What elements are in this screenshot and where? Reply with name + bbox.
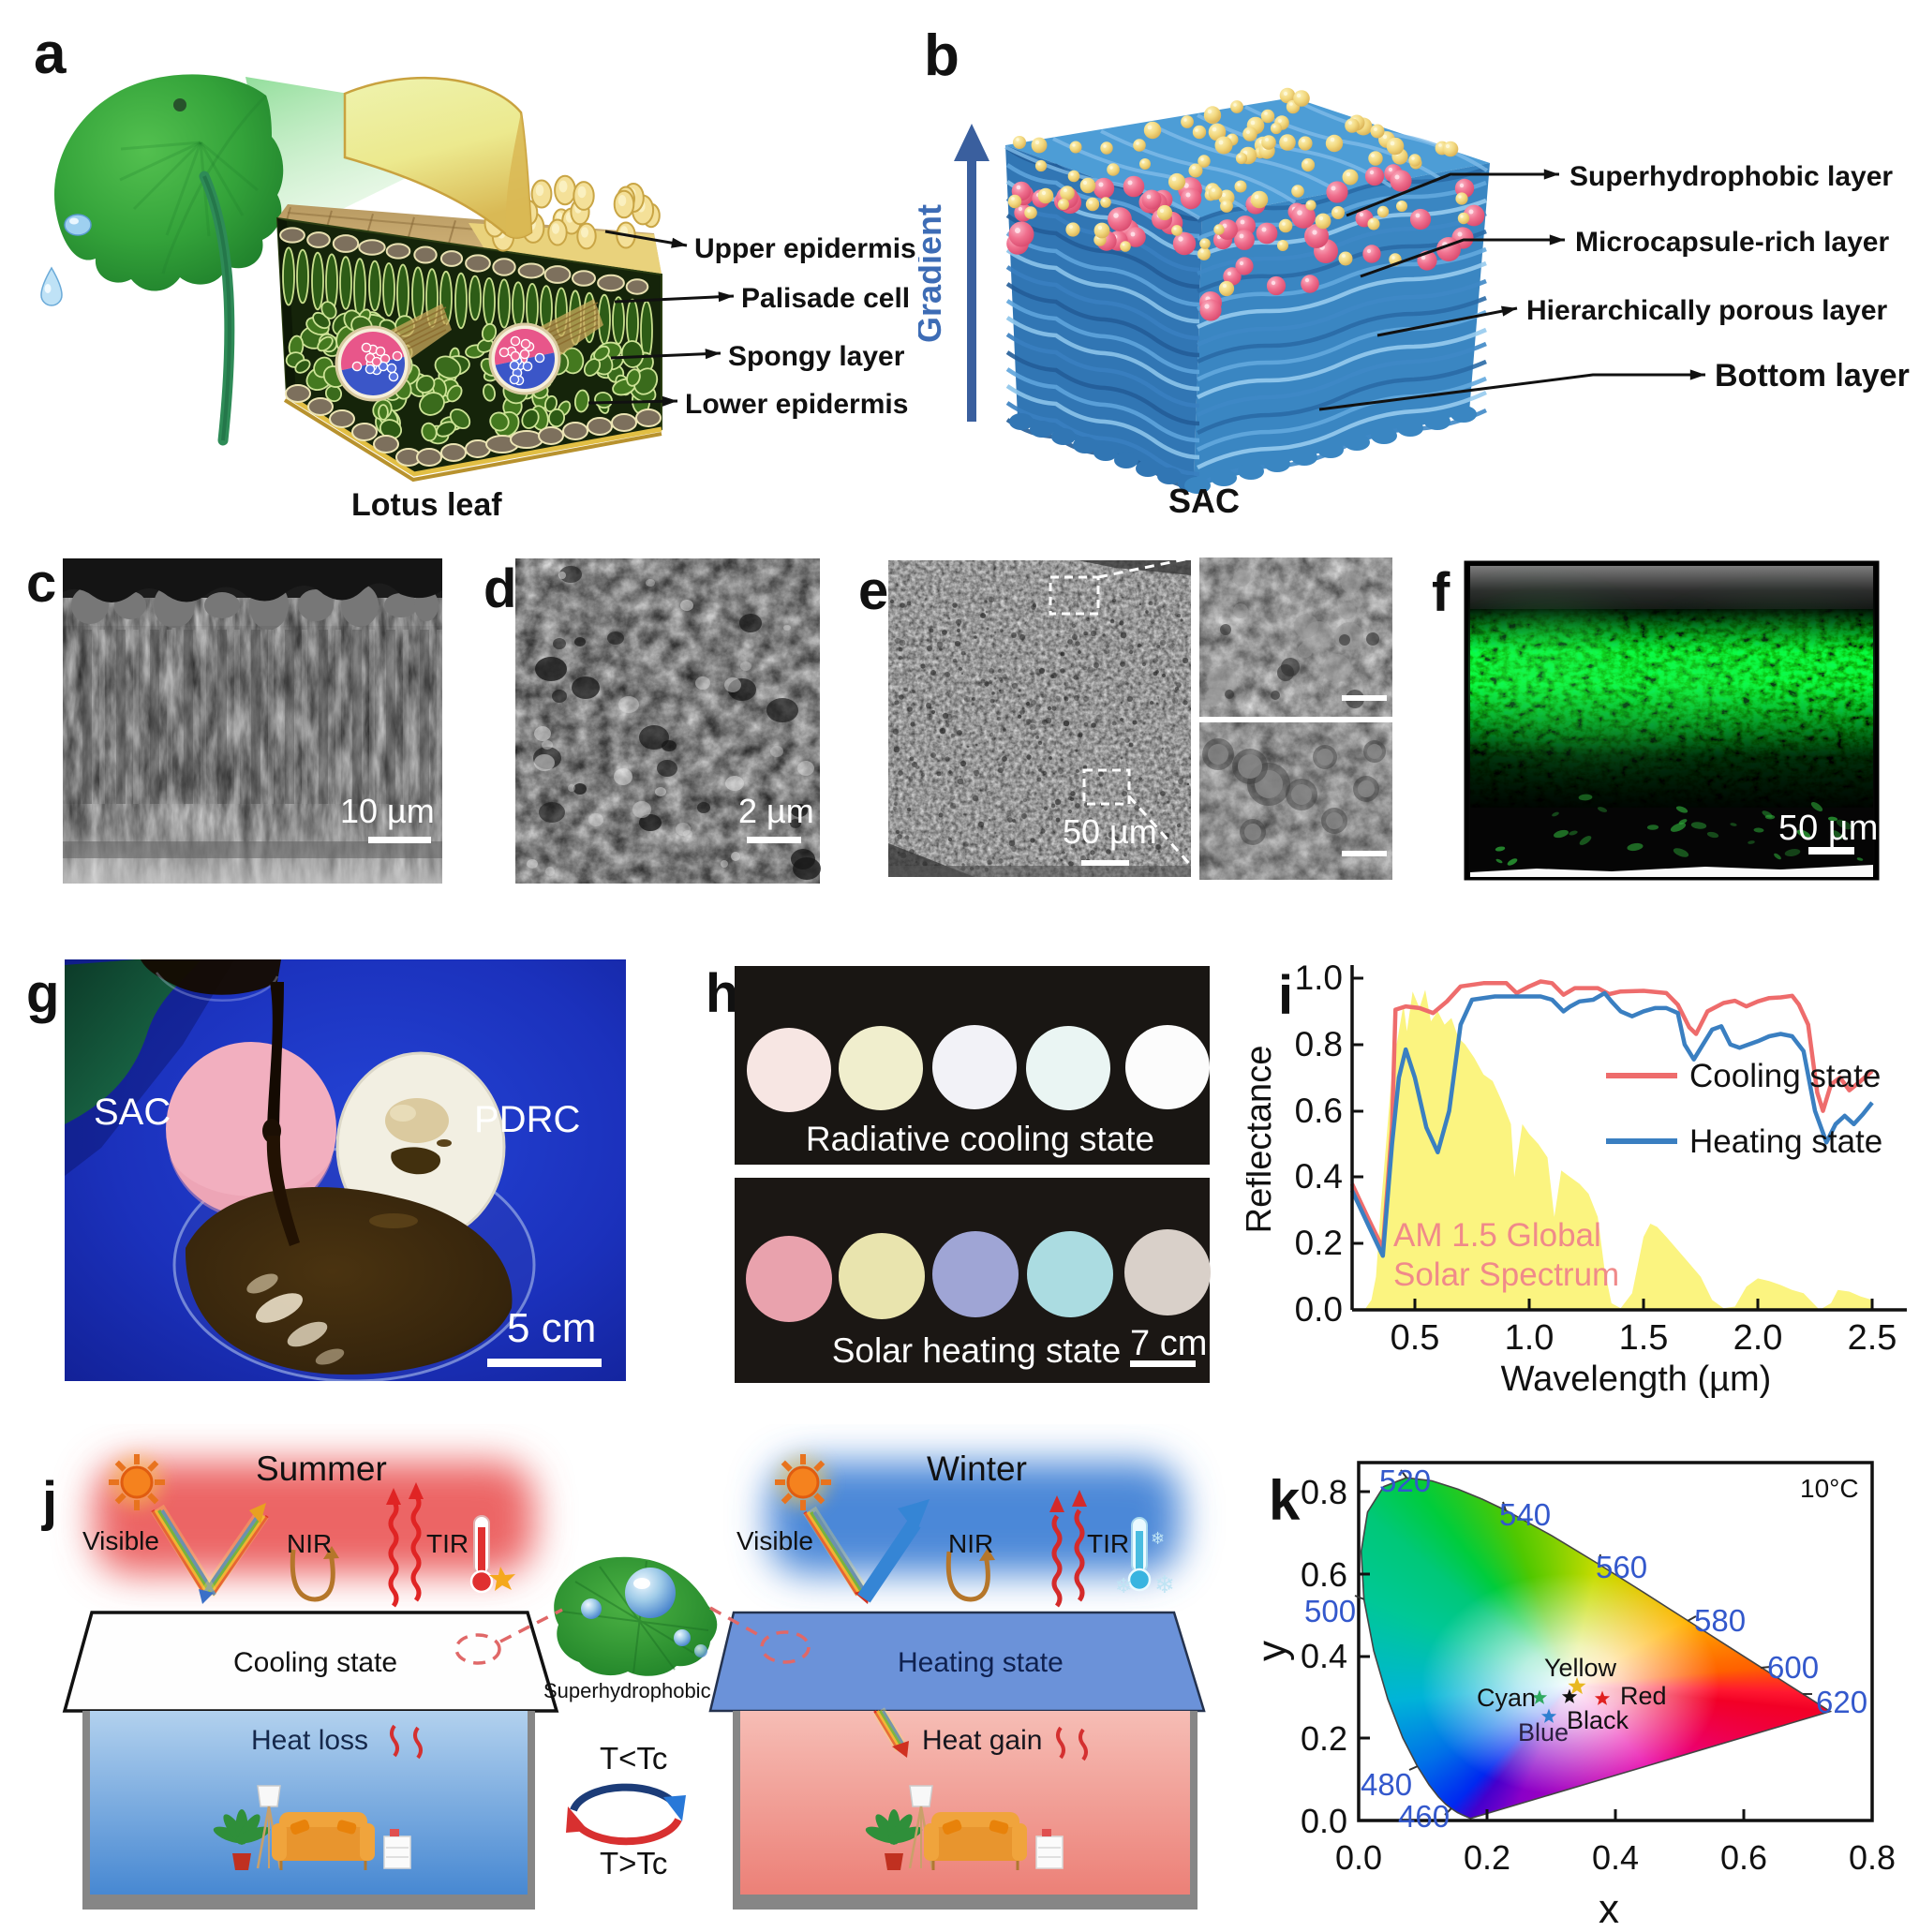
svg-text:0.4: 0.4: [1301, 1637, 1347, 1675]
svg-text:Superhydrophobic: Superhydrophobic: [543, 1679, 711, 1702]
svg-text:Heating state: Heating state: [898, 1647, 1064, 1678]
svg-text:y: y: [1249, 1641, 1295, 1661]
svg-text:10°C: 10°C: [1800, 1474, 1859, 1503]
svg-text:Palisade cell: Palisade cell: [741, 283, 910, 314]
svg-text:0.2: 0.2: [1464, 1838, 1510, 1877]
svg-text:Hierarchically porous layer: Hierarchically porous layer: [1526, 295, 1888, 326]
svg-text:e: e: [858, 560, 888, 621]
svg-text:0.0: 0.0: [1295, 1290, 1343, 1329]
svg-text:Visible: Visible: [82, 1526, 159, 1555]
svg-text:0.6: 0.6: [1295, 1092, 1343, 1130]
svg-text:d: d: [483, 558, 516, 619]
svg-text:2 µm: 2 µm: [738, 792, 814, 830]
svg-text:Gradient: Gradient: [918, 204, 948, 343]
svg-text:PDRC: PDRC: [474, 1099, 580, 1140]
svg-text:Winter: Winter: [927, 1449, 1027, 1488]
svg-text:0.8: 0.8: [1849, 1838, 1896, 1877]
svg-text:600: 600: [1767, 1650, 1819, 1685]
svg-text:SAC: SAC: [94, 1092, 171, 1133]
svg-text:5 cm: 5 cm: [507, 1305, 596, 1351]
svg-text:Wavelength (µm): Wavelength (µm): [1501, 1360, 1772, 1399]
svg-text:g: g: [26, 963, 59, 1024]
svg-text:1.0: 1.0: [1295, 959, 1343, 997]
svg-text:0.2: 0.2: [1295, 1224, 1343, 1262]
svg-text:Superhydrophobic layer: Superhydrophobic layer: [1569, 161, 1893, 192]
svg-text:2.5: 2.5: [1848, 1318, 1897, 1358]
svg-text:Black: Black: [1567, 1706, 1629, 1734]
svg-text:Spongy layer: Spongy layer: [728, 341, 905, 372]
svg-text:b: b: [924, 23, 960, 88]
svg-text:Lower epidermis: Lower epidermis: [685, 389, 908, 420]
svg-text:❄: ❄: [1115, 1574, 1132, 1598]
svg-text:TIR: TIR: [426, 1529, 469, 1558]
svg-text:Lotus leaf: Lotus leaf: [351, 487, 502, 523]
svg-text:7 cm: 7 cm: [1130, 1324, 1207, 1363]
svg-text:a: a: [34, 22, 67, 86]
svg-text:Bottom layer: Bottom layer: [1715, 358, 1910, 394]
svg-text:1.5: 1.5: [1619, 1318, 1669, 1358]
svg-text:580: 580: [1694, 1603, 1746, 1638]
svg-text:❄: ❄: [1154, 1570, 1175, 1598]
svg-text:T>Tc: T>Tc: [600, 1846, 667, 1880]
svg-text:k: k: [1269, 1469, 1301, 1532]
svg-text:0.6: 0.6: [1301, 1555, 1347, 1594]
svg-text:0.2: 0.2: [1301, 1719, 1347, 1758]
svg-text:50 µm: 50 µm: [1063, 812, 1157, 851]
svg-text:560: 560: [1596, 1550, 1647, 1584]
svg-text:Upper epidermis: Upper epidermis: [694, 233, 916, 264]
svg-text:460: 460: [1398, 1799, 1450, 1834]
svg-text:Yellow: Yellow: [1544, 1654, 1617, 1682]
svg-text:Microcapsule-rich layer: Microcapsule-rich layer: [1575, 227, 1889, 258]
svg-text:1.0: 1.0: [1505, 1318, 1555, 1358]
svg-text:Solar Spectrum: Solar Spectrum: [1393, 1256, 1619, 1293]
svg-text:2.0: 2.0: [1733, 1318, 1783, 1358]
svg-text:Radiative cooling state: Radiative cooling state: [806, 1120, 1154, 1158]
svg-text:10 µm: 10 µm: [340, 792, 435, 830]
svg-text:620: 620: [1816, 1685, 1867, 1719]
svg-text:x: x: [1599, 1886, 1619, 1932]
svg-text:520: 520: [1379, 1464, 1431, 1498]
svg-text:Heating state: Heating state: [1689, 1123, 1882, 1160]
svg-text:Heat loss: Heat loss: [251, 1725, 368, 1756]
svg-text:i: i: [1278, 965, 1293, 1026]
svg-text:Cooling state: Cooling state: [233, 1647, 397, 1678]
svg-text:0.6: 0.6: [1720, 1838, 1767, 1877]
svg-text:Cyan: Cyan: [1477, 1684, 1536, 1712]
svg-text:Red: Red: [1620, 1682, 1667, 1710]
svg-text:50 µm: 50 µm: [1778, 809, 1878, 848]
svg-text:j: j: [41, 1471, 57, 1532]
svg-text:AM 1.5 Global: AM 1.5 Global: [1393, 1217, 1601, 1254]
svg-text:Blue: Blue: [1518, 1718, 1569, 1746]
svg-text:Reflectance: Reflectance: [1246, 1046, 1279, 1234]
svg-text:T<Tc: T<Tc: [600, 1741, 667, 1776]
svg-text:Heat gain: Heat gain: [922, 1725, 1042, 1756]
svg-text:c: c: [26, 553, 56, 614]
svg-text:f: f: [1432, 562, 1450, 623]
svg-text:0.0: 0.0: [1335, 1838, 1382, 1877]
svg-text:Visible: Visible: [736, 1526, 813, 1555]
svg-text:0.4: 0.4: [1592, 1838, 1639, 1877]
svg-text:SAC: SAC: [1168, 482, 1240, 520]
svg-text:Solar heating state: Solar heating state: [832, 1331, 1122, 1370]
svg-text:480: 480: [1361, 1767, 1412, 1802]
svg-text:Cooling state: Cooling state: [1689, 1058, 1881, 1094]
svg-text:NIR: NIR: [948, 1529, 993, 1558]
svg-text:NIR: NIR: [287, 1529, 332, 1558]
svg-text:0.0: 0.0: [1301, 1802, 1347, 1840]
svg-text:0.5: 0.5: [1391, 1318, 1440, 1358]
svg-text:TIR: TIR: [1087, 1529, 1129, 1558]
svg-text:0.8: 0.8: [1301, 1473, 1347, 1511]
svg-text:Summer: Summer: [256, 1449, 387, 1488]
svg-text:0.8: 0.8: [1295, 1025, 1343, 1063]
svg-text:0.4: 0.4: [1295, 1157, 1343, 1196]
svg-text:h: h: [706, 963, 738, 1024]
svg-text:540: 540: [1499, 1497, 1551, 1532]
svg-text:500: 500: [1304, 1594, 1356, 1628]
svg-text:❄: ❄: [1151, 1529, 1165, 1548]
